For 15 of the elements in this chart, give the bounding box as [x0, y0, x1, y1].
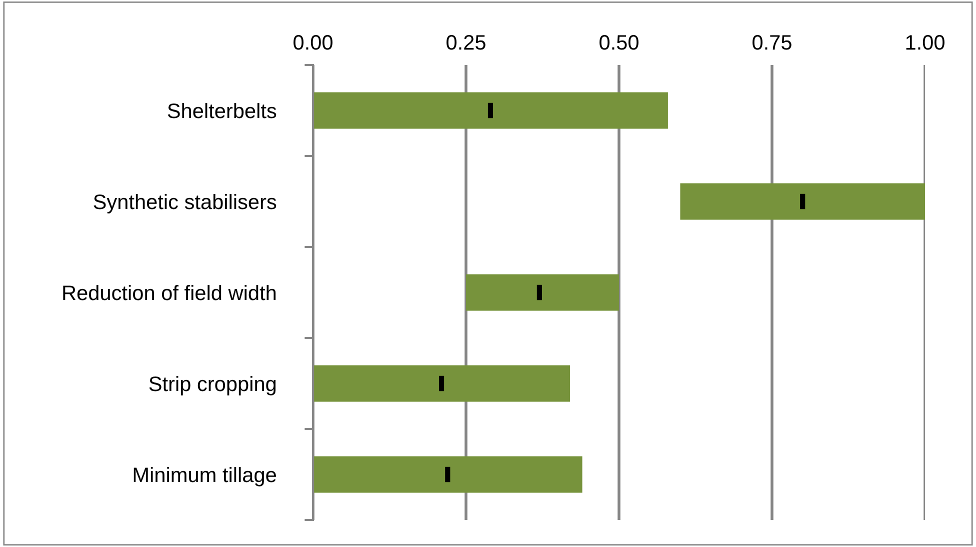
x-tick-label: 1.00 [906, 35, 944, 50]
x-tick-label: 0.00 [294, 35, 332, 50]
bar [313, 92, 668, 129]
y-tick-label: Synthetic stabilisers [94, 194, 276, 214]
y-tick-label: Shelterbelts [168, 102, 276, 118]
x-tick-label: 0.25 [446, 35, 486, 50]
bar [313, 456, 582, 493]
y-tick-label: Minimum tillage [134, 466, 276, 486]
bar [466, 274, 619, 311]
bar [680, 183, 925, 220]
x-tick-label: 0.50 [600, 35, 638, 50]
bar [313, 365, 570, 402]
x-tick-label: 0.75 [752, 35, 792, 50]
y-tick-label: Reduction of field width [63, 284, 276, 300]
y-tick-label: Strip cropping [149, 376, 276, 396]
